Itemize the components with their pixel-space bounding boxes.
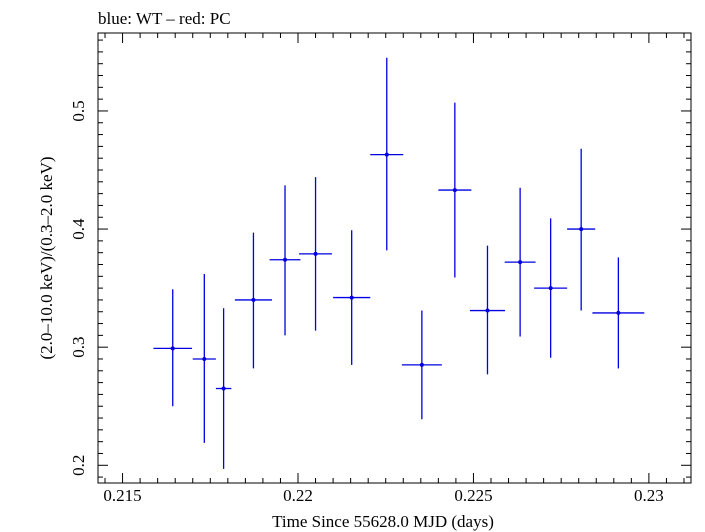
data-point [616,310,621,315]
data-point [384,152,389,157]
x-tick-label: 0.225 [454,486,492,505]
data-point [251,297,256,302]
data-point [419,362,424,367]
y-tick-label: 0.4 [69,218,88,240]
x-tick-label: 0.22 [283,486,313,505]
data-point [485,308,490,313]
x-axis-label: Time Since 55628.0 MJD (days) [272,512,494,531]
y-tick-label: 0.5 [69,100,88,121]
data-point [221,386,226,391]
y-axis-label: (2.0–10.0 keV)/(0.3–2.0 keV) [37,156,56,359]
data-point [579,227,584,232]
data-point [170,346,175,351]
x-tick-label: 0.23 [634,486,664,505]
data-point [518,260,523,265]
axis-ticks [98,33,691,483]
y-tick-label: 0.3 [69,337,88,358]
data-point [313,251,318,256]
y-tick-label: 0.2 [69,455,88,476]
data-points [153,57,645,469]
axis-tick-labels: 0.215 0.22 0.225 0.23 0.2 0.3 0.4 0.5 [69,100,664,505]
data-point [452,188,457,193]
data-point [349,295,354,300]
x-tick-label: 0.215 [103,486,141,505]
plot-frame [97,32,692,484]
data-point [202,356,207,361]
data-point [548,286,553,291]
chart-title: blue: WT – red: PC [98,9,231,28]
data-point [283,257,288,262]
